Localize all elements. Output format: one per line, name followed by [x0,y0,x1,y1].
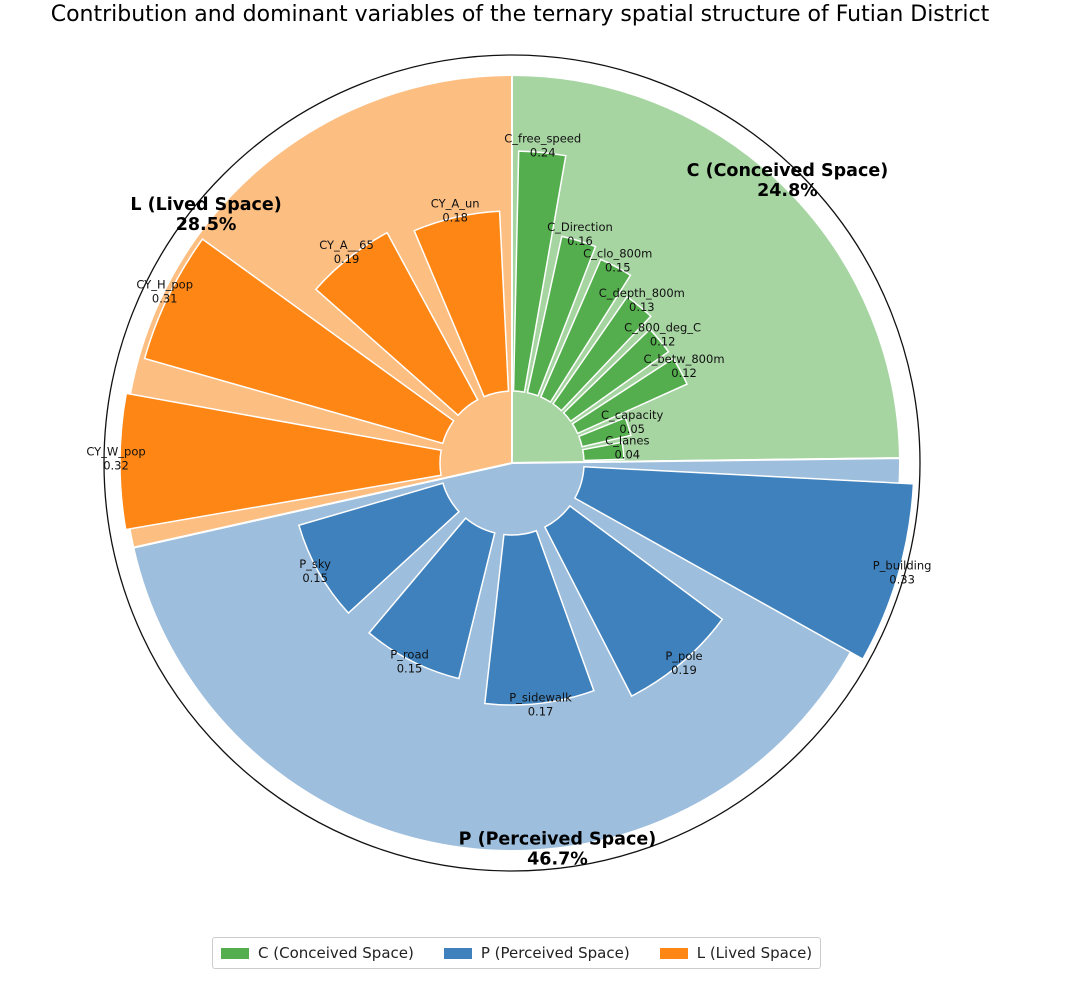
bar-p-pole-label: P_pole 0.19 [665,649,702,677]
bar-p-road-label: P_road 0.15 [390,647,429,675]
sector-label-c: C (Conceived Space) 24.8% [687,161,889,201]
outer-ring [103,54,921,872]
legend: C (Conceived Space) P (Perceived Space) … [212,937,822,969]
sector-percent-c: 24.8% [757,181,818,201]
bar-p-sky-value: 0.15 [302,571,328,585]
bar-cy-a-65-label: CY_A__65 0.19 [319,238,374,266]
chart-title: Contribution and dominant variables of t… [50,2,990,27]
bar-c-clo-800m [539,258,632,404]
bar-p-road [368,517,496,680]
bar-p-sidewalk-label: P_sidewalk 0.17 [509,690,572,718]
bar-p-building [573,465,915,661]
sector-label-p: P (Perceived Space) 46.7% [459,829,657,869]
bar-c-800-deg-c-name: C_800_deg_C [624,321,701,335]
legend-item-lived: L (Lived Space) [659,944,813,962]
bar-p-road-value: 0.15 [397,661,423,675]
legend-swatch-perceived [443,947,472,959]
bar-cy-a-un-label: CY_A_un 0.18 [431,196,480,224]
bar-c-betw-800m [571,357,689,435]
bar-p-sidewalk [483,529,595,706]
bar-c-free-speed [512,150,567,393]
bar-p-building-label: P_building 0.33 [873,559,932,587]
sector-labels: C (Conceived Space) 24.8% P (Perceived Spa… [130,161,888,869]
bar-p-pole-value: 0.19 [671,663,697,677]
bar-c-depth-800m-label: C_depth_800m 0.13 [599,286,685,314]
outer-ring-circle [103,54,921,872]
bar-c-betw-800m-name: C_betw_800m [644,352,725,366]
bar-p-building-name: P_building [873,559,932,573]
legend-label-conceived: C (Conceived Space) [258,944,414,962]
legend-item-conceived: C (Conceived Space) [221,944,414,962]
bar-cy-a-un-value: 0.18 [442,210,468,224]
bar-c-clo-800m-value: 0.15 [605,260,631,274]
sector-percent-p: 46.7% [527,849,588,869]
bar-c-800-deg-c [562,328,670,423]
variable-bars [119,150,915,706]
bar-c-capacity-value: 0.05 [619,422,645,436]
bar-c-direction-value: 0.16 [567,234,593,248]
sector-name-p: P (Perceived Space) [459,829,657,849]
sector-name-c: C (Conceived Space) [687,161,889,181]
legend-label-perceived: P (Perceived Space) [480,944,630,962]
bar-c-clo-800m-label: C_clo_800m 0.15 [583,246,652,274]
bar-cy-w-pop-label: CY_W_pop 0.32 [86,444,145,472]
legend-swatch-conceived [221,947,249,959]
bar-cy-h-pop-name: CY_H_pop [136,278,193,292]
bar-cy-w-pop [119,392,443,531]
bar-c-capacity-name: C_capacity [601,408,664,422]
bar-cy-a-65-value: 0.19 [334,252,360,266]
sector-percent-l: 28.5% [176,215,237,235]
bar-c-lanes [581,441,625,462]
legend-label-lived: L (Lived Space) [696,944,813,962]
bar-c-betw-800m-label: C_betw_800m 0.12 [644,352,725,380]
bar-p-sky-label: P_sky 0.15 [299,557,331,585]
bar-c-lanes-label: C_lanes 0.04 [605,433,649,461]
bar-cy-a-un [413,210,510,398]
bar-p-sky [297,482,460,615]
bar-cy-w-pop-value: 0.32 [103,458,129,472]
sector-name-l: L (Lived Space) [130,195,281,215]
bar-c-free-speed-label: C_free_speed 0.24 [504,131,581,159]
bar-c-depth-800m-value: 0.13 [629,300,655,314]
bar-p-sidewalk-value: 0.17 [528,704,554,718]
bar-c-betw-800m-value: 0.12 [671,366,697,380]
bar-c-capacity [577,416,632,448]
bar-c-capacity-label: C_capacity 0.05 [601,408,664,436]
bar-cy-w-pop-name: CY_W_pop [86,444,145,458]
bar-p-pole [543,504,724,698]
bar-cy-h-pop [143,238,455,445]
variable-labels: C_free_speed 0.24 C_Direction 0.16C_clo_800… [86,131,931,718]
bar-c-clo-800m-name: C_clo_800m [583,246,652,260]
bar-p-sky-name: P_sky [299,557,331,571]
bar-c-direction-label: C_Direction 0.16 [547,220,613,248]
bar-cy-a-65 [314,231,479,417]
bar-c-800-deg-c-value: 0.12 [650,335,676,349]
sector-label-l: L (Lived Space) 28.5% [130,195,281,235]
bar-c-depth-800m [551,295,652,412]
bar-p-road-name: P_road [390,647,429,661]
bar-c-free-speed-value: 0.24 [530,145,556,159]
bar-c-lanes-value: 0.04 [614,447,640,461]
bar-c-depth-800m-name: C_depth_800m [599,286,685,300]
bar-cy-h-pop-value: 0.31 [152,292,178,306]
bar-cy-a-65-name: CY_A__65 [319,238,374,252]
bar-c-direction [526,235,597,397]
bar-p-building-value: 0.33 [889,573,915,587]
bar-c-800-deg-c-label: C_800_deg_C 0.12 [624,321,701,349]
bar-c-free-speed-name: C_free_speed [504,131,581,145]
legend-swatch-lived [659,947,688,959]
bar-c-lanes-name: C_lanes [605,433,649,447]
sector-wedge-c [511,73,901,465]
bar-cy-a-un-name: CY_A_un [431,196,480,210]
bar-cy-h-pop-label: CY_H_pop 0.31 [136,278,193,306]
bar-p-pole-name: P_pole [665,649,702,663]
bar-p-sidewalk-name: P_sidewalk [509,690,572,704]
bar-c-direction-name: C_Direction [547,220,613,234]
legend-item-perceived: P (Perceived Space) [443,944,630,962]
